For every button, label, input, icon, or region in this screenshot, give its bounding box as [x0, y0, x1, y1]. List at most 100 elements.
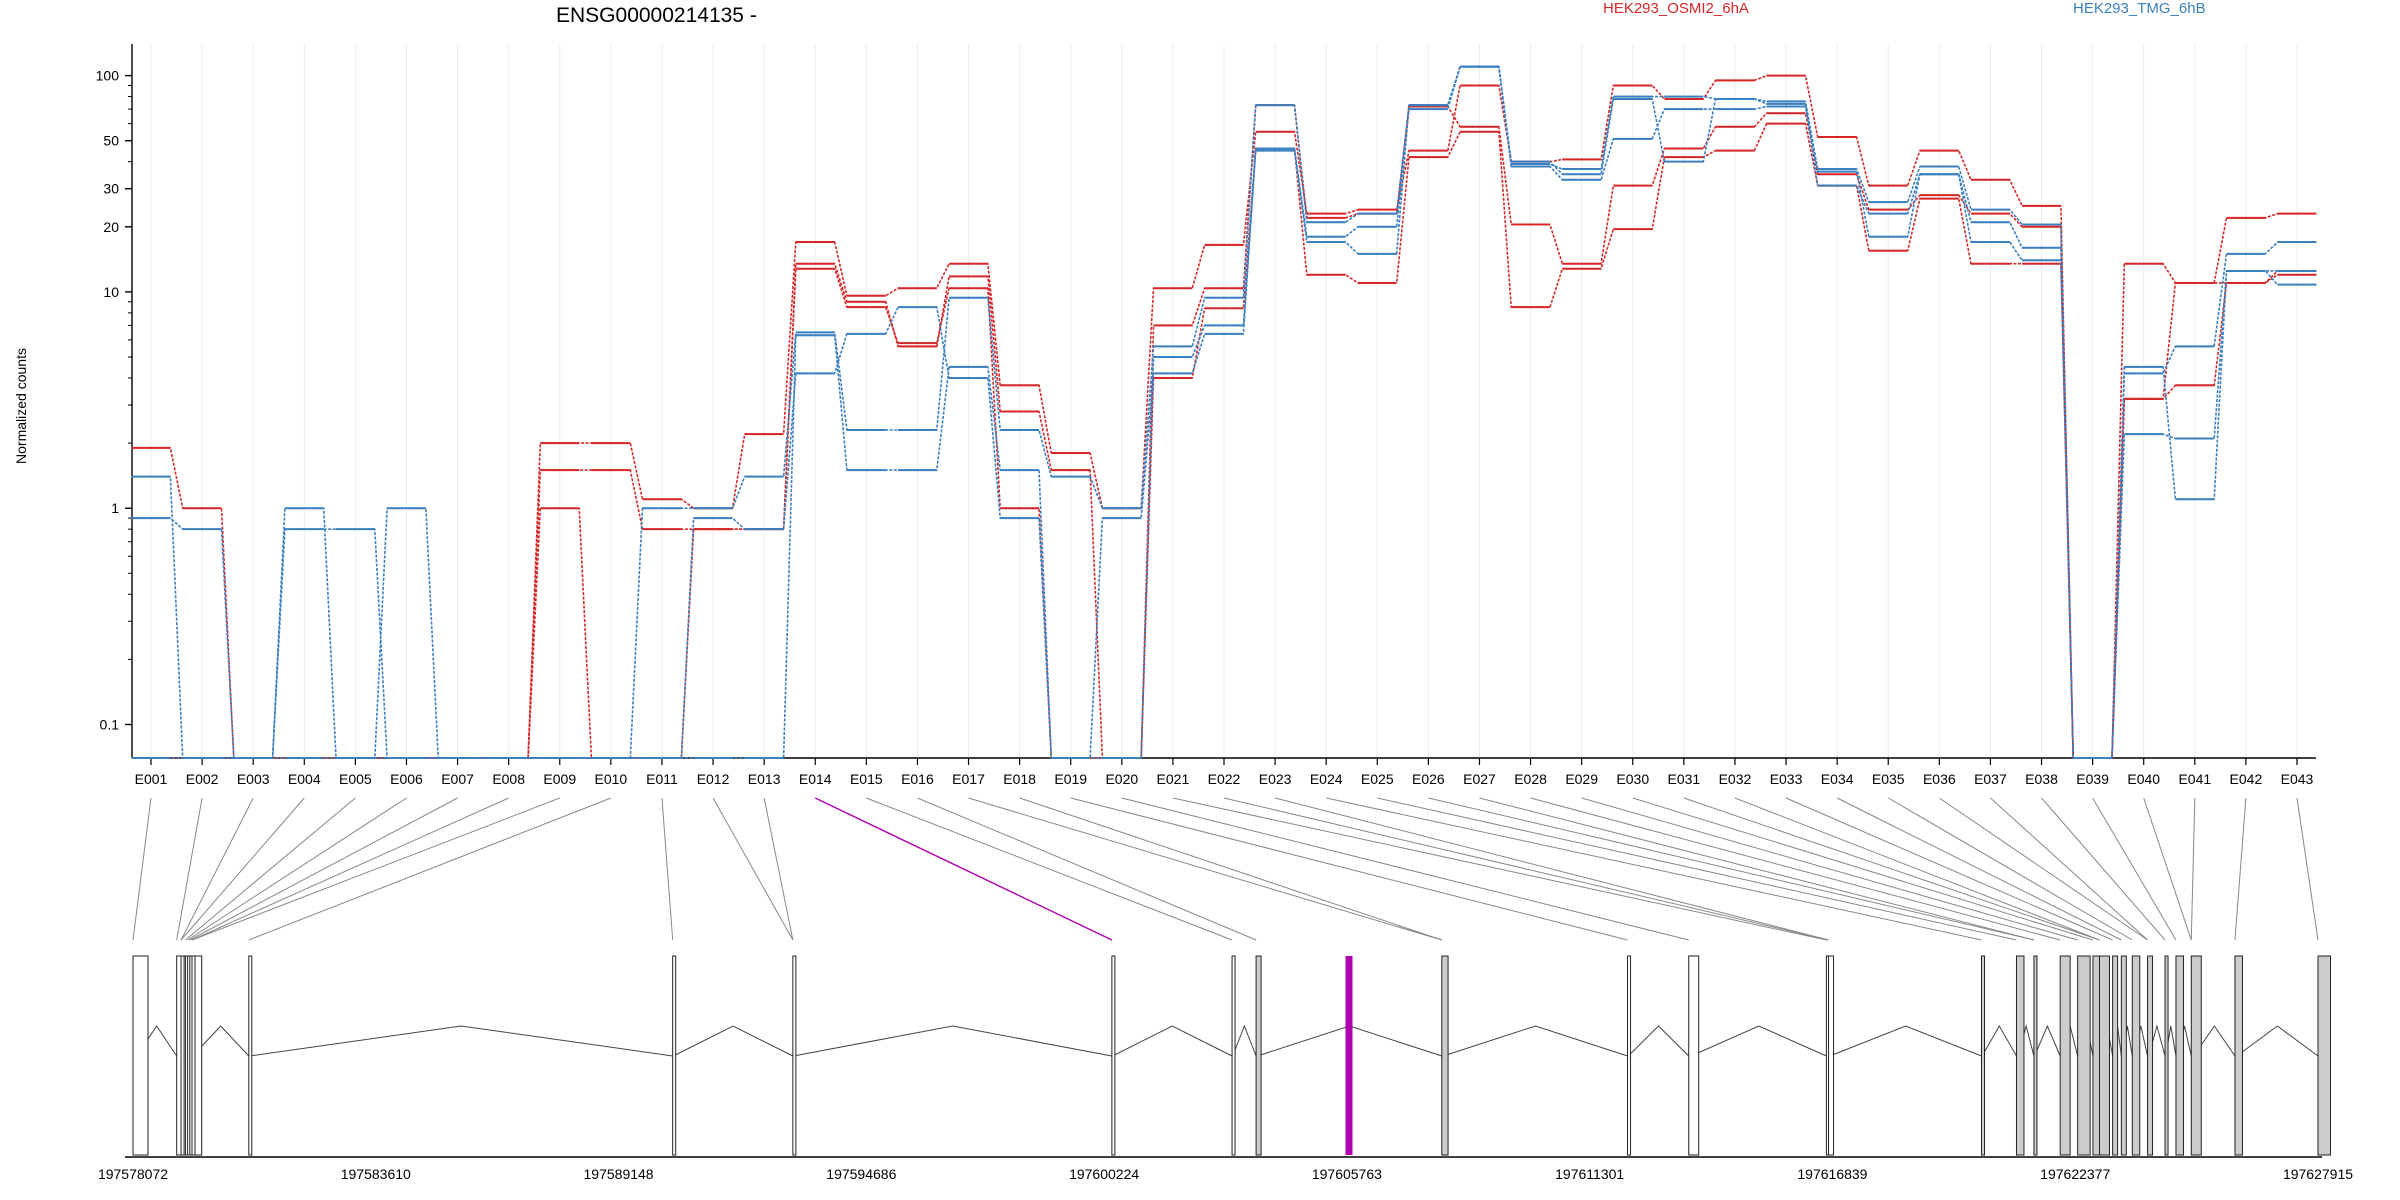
coord-tick-label: 197578072 [98, 1166, 168, 1182]
connector-line [180, 797, 305, 941]
y-tick-label: 0.1 [100, 716, 120, 732]
connector-line [1581, 797, 2078, 941]
intron-line [1690, 1025, 1827, 1057]
y-tick-label: 1 [111, 500, 119, 516]
x-tick-label: E043 [2281, 771, 2314, 787]
connector-line [248, 797, 612, 941]
coord-tick-label: 197605763 [1312, 1166, 1382, 1182]
x-tick-label: E025 [1361, 771, 1394, 787]
legend-label-osmi: HEK293_OSMI2_6hA [1603, 0, 1749, 17]
intron-line [1829, 1025, 1982, 1057]
connector-line [917, 797, 1257, 941]
exon-box [792, 955, 797, 1156]
connector-line [2092, 797, 2177, 941]
connector-line [176, 797, 203, 941]
coord-tick-label: 197594686 [826, 1166, 896, 1182]
connector-line [185, 797, 356, 941]
y-tick-label: 50 [103, 133, 119, 149]
coord-tick-label: 197583610 [341, 1166, 411, 1182]
exon-box [1255, 955, 1262, 1156]
exon-connectors [132, 797, 2319, 941]
connector-line [1223, 797, 1829, 941]
x-tick-label: E021 [1157, 771, 1190, 787]
connector-line [661, 797, 674, 941]
intron-line [793, 1025, 1112, 1057]
x-tick-label: E039 [2076, 771, 2109, 787]
exon-box [180, 955, 185, 1156]
connector-line [1428, 797, 2035, 941]
x-tick-label: E012 [697, 771, 730, 787]
x-tick-label: E042 [2230, 771, 2263, 787]
vertical-grid [150, 44, 2298, 758]
connector-line [2143, 797, 2192, 941]
connector-line [2190, 797, 2196, 941]
exon-box [191, 955, 196, 1156]
x-tick-label: E018 [1003, 771, 1036, 787]
connector-line [1836, 797, 2122, 941]
x-tick-label: E009 [543, 771, 576, 787]
x-tick-label: E031 [1668, 771, 1701, 787]
x-tick-label: E005 [339, 771, 372, 787]
x-tick-label: E040 [2127, 771, 2160, 787]
exon-box [248, 955, 253, 1156]
connector-line [1632, 797, 2094, 941]
connector-line [712, 797, 794, 941]
y-axis: 0.1 1 10 20 30 50 100 [96, 44, 133, 758]
connector-line [1939, 797, 2148, 941]
x-tick-label: E030 [1616, 771, 1649, 787]
connector-line [1274, 797, 1829, 941]
connector-line [1785, 797, 2113, 941]
exon-box [2164, 955, 2169, 1156]
x-tick-label: E029 [1565, 771, 1598, 787]
y-axis-label: Normalized counts [13, 348, 29, 464]
x-tick-label: E004 [288, 771, 321, 787]
exon-box [1688, 955, 1700, 1156]
connector-line [1172, 797, 1827, 941]
exon-box [2317, 955, 2331, 1156]
exon-box [1627, 955, 1632, 1156]
connector-line [180, 797, 254, 941]
exon-box [1231, 955, 1236, 1156]
intron-line [1112, 1025, 1233, 1057]
exon-box [1828, 955, 1835, 1156]
x-tick-label: E020 [1105, 771, 1138, 787]
highlighted-exon [1345, 956, 1353, 1155]
connector-line [1121, 797, 1689, 941]
exon-box [2234, 955, 2243, 1156]
connector-line [1019, 797, 1442, 941]
chart-title: ENSG00000214135 - [556, 4, 757, 27]
connector-line [968, 797, 1442, 941]
x-axis: E001 E002 E003 E004 E005 E006 E007 E008 E009 E010… [132, 757, 2316, 787]
exon-box [2131, 955, 2141, 1156]
x-tick-label: E034 [1821, 771, 1854, 787]
x-tick-label: E007 [441, 771, 474, 787]
connector-line [814, 797, 1113, 941]
connector-line [1377, 797, 2017, 941]
x-tick-label: E032 [1719, 771, 1752, 787]
connector-line [866, 797, 1233, 941]
connector-line [1479, 797, 2035, 941]
x-tick-label: E028 [1514, 771, 1547, 787]
x-tick-label: E041 [2178, 771, 2211, 787]
x-tick-label: E022 [1208, 771, 1241, 787]
x-tick-label: E001 [135, 771, 168, 787]
intron-line [2034, 1024, 2061, 1057]
genomic-coordinate-axis: 197578072 197583610 197589148 197594686 1976… [98, 1156, 2353, 1182]
gene-model [132, 955, 2331, 1156]
coord-tick-label: 197611301 [1555, 1166, 1624, 1182]
exon-box [672, 955, 677, 1156]
connector-line [1530, 797, 2061, 941]
x-tick-label: E017 [952, 771, 985, 787]
x-tick-label: E036 [1923, 771, 1956, 787]
intron-line [249, 1025, 673, 1057]
exon-box [1981, 955, 1986, 1156]
connector-line [1734, 797, 2100, 941]
exon-box [2147, 955, 2154, 1156]
x-tick-label: E002 [186, 771, 219, 787]
y-tick-label: 10 [103, 284, 119, 300]
exon-box [2120, 955, 2127, 1156]
x-tick-label: E008 [492, 771, 525, 787]
connector-line [189, 797, 458, 941]
connector-line [187, 797, 407, 941]
x-tick-label: E026 [1412, 771, 1445, 787]
